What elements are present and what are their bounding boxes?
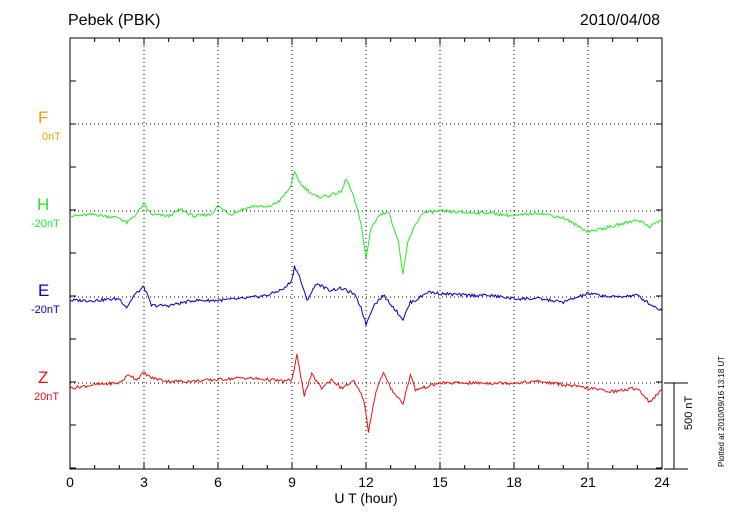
trace-baseline-Z: 20nT	[34, 391, 60, 403]
x-tick-24: 24	[654, 474, 670, 490]
x-tick-3: 3	[140, 474, 148, 490]
plotted-timestamp: Plotted at 2010/09/16 13:18 UT	[717, 355, 726, 467]
scale-bar-label: 500 nT	[683, 395, 695, 430]
series-line-E	[69, 265, 663, 326]
series-line-H	[69, 170, 663, 275]
trace-label-H: H	[37, 195, 50, 214]
trace-label-E: E	[38, 281, 50, 300]
station-title: Pebek (PBK)	[68, 12, 161, 29]
x-tick-18: 18	[506, 474, 522, 490]
x-tick-6: 6	[214, 474, 222, 490]
trace-baseline-E: -20nT	[31, 304, 60, 316]
date-title: 2010/04/08	[579, 12, 660, 29]
x-axis-label: U T (hour)	[334, 490, 398, 506]
x-tick-0: 0	[66, 474, 74, 490]
x-tick-9: 9	[288, 474, 296, 490]
x-tick-21: 21	[580, 474, 596, 490]
trace-label-Z: Z	[38, 368, 49, 387]
x-tick-15: 15	[432, 474, 448, 490]
trace-baseline-H: -20nT	[31, 218, 60, 230]
trace-label-F: F	[38, 108, 49, 127]
series-line-Z	[69, 353, 663, 433]
x-tick-12: 12	[358, 474, 374, 490]
trace-baseline-F: 0nT	[42, 131, 61, 143]
